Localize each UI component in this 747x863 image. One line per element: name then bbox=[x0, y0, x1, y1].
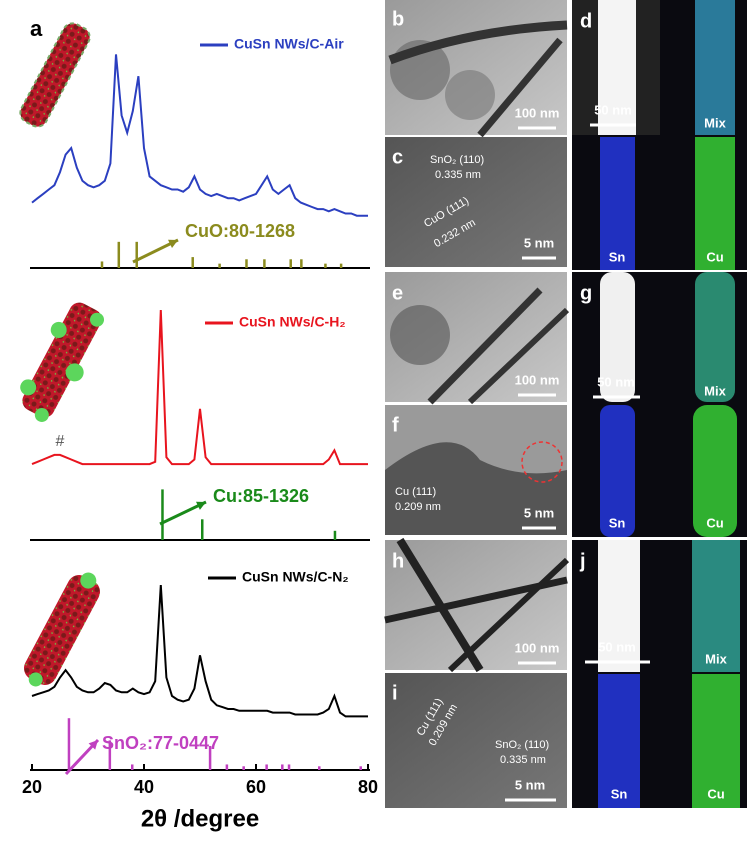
panel-label: g bbox=[580, 282, 592, 304]
model-h2 bbox=[20, 302, 105, 422]
x-axis-label: 2θ /degree bbox=[141, 805, 259, 832]
reference-label: CuO:80-1268 bbox=[185, 221, 295, 241]
panel-label: i bbox=[392, 682, 398, 704]
reference-arrowhead bbox=[88, 740, 98, 750]
panel-label: a bbox=[30, 16, 43, 41]
scale-bar-label: 5 nm bbox=[515, 777, 545, 792]
panel-label: j bbox=[579, 550, 586, 572]
x-tick-label: 60 bbox=[246, 777, 266, 797]
map-label: Sn bbox=[611, 786, 628, 801]
xrd-curve bbox=[31, 584, 368, 718]
panel-label: c bbox=[392, 146, 403, 168]
map-label: Cu bbox=[707, 786, 724, 801]
model-n2 bbox=[23, 572, 101, 687]
model-air bbox=[19, 22, 91, 128]
panel-c: c SnO₂ (110) 0.335 nm CuO (111) 0.232 nm… bbox=[385, 137, 567, 267]
map-label: Sn bbox=[609, 515, 626, 530]
panel-b: b 100 nm bbox=[385, 0, 568, 138]
map-label: Mix bbox=[704, 383, 726, 398]
map-label: Cu bbox=[706, 515, 723, 530]
scale-bar-label: 50 nm bbox=[597, 374, 635, 389]
x-tick-label: 20 bbox=[22, 777, 42, 797]
annotation: 0.335 nm bbox=[500, 754, 546, 766]
panel-i: i Cu (111) 0.209 nm SnO₂ (110) 0.335 nm … bbox=[385, 673, 567, 808]
map-label: Sn bbox=[609, 249, 626, 264]
panel-label: f bbox=[392, 414, 399, 436]
panel-label: d bbox=[580, 10, 592, 32]
scale-bar-label: 50 nm bbox=[594, 102, 632, 117]
reference-label: Cu:85-1326 bbox=[213, 486, 309, 506]
map-label: Cu bbox=[706, 249, 723, 264]
panel-d: d 50 nm Mix Sn Cu bbox=[572, 0, 747, 270]
x-tick-label: 80 bbox=[358, 777, 378, 797]
annotation: 0.209 nm bbox=[395, 501, 441, 513]
annotation: # bbox=[56, 433, 65, 450]
panel-g: g 50 nm Mix Sn Cu bbox=[572, 272, 747, 537]
panel-e: e 100 nm bbox=[385, 272, 570, 405]
reference-label: SnO₂:77-0447 bbox=[102, 733, 219, 753]
legend-label: CuSn NWs/C-Air bbox=[234, 36, 344, 52]
xrd-curve bbox=[31, 309, 368, 466]
annotation: Cu (111) bbox=[395, 486, 436, 498]
x-tick-label: 40 bbox=[134, 777, 154, 797]
panel-label: e bbox=[392, 282, 403, 304]
xrd-curve bbox=[31, 54, 368, 217]
panel-j: j 50 nm Mix Sn Cu bbox=[572, 540, 747, 808]
annotation: SnO₂ (110) bbox=[495, 739, 549, 751]
panel-f: f Cu (111) 0.209 nm 5 nm bbox=[385, 405, 567, 535]
reference-arrowhead bbox=[168, 239, 178, 248]
scale-bar-label: 5 nm bbox=[524, 505, 554, 520]
scale-bar-label: 100 nm bbox=[515, 372, 560, 387]
map-label: Mix bbox=[704, 115, 726, 130]
panel-h: h 100 nm bbox=[384, 537, 570, 673]
annotation: 0.335 nm bbox=[435, 169, 481, 181]
map-label: Mix bbox=[705, 651, 727, 666]
scale-bar-label: 100 nm bbox=[515, 640, 560, 655]
panel-label: h bbox=[392, 550, 404, 572]
scale-bar-label: 100 nm bbox=[515, 105, 560, 120]
legend-label: CuSn NWs/C-N₂ bbox=[242, 569, 349, 585]
scale-bar-label: 5 nm bbox=[524, 235, 554, 250]
reference-arrowhead bbox=[196, 501, 206, 510]
legend-label: CuSn NWs/C-H₂ bbox=[239, 314, 346, 330]
annotation: SnO₂ (110) bbox=[430, 154, 484, 166]
scale-bar-label: 50 nm bbox=[598, 639, 636, 654]
xrd-chart: CuSn NWs/C-Air CuO:80-1268 CuSn NWs/C-H₂ Cu… bbox=[22, 36, 378, 833]
panel-label: b bbox=[392, 8, 404, 30]
